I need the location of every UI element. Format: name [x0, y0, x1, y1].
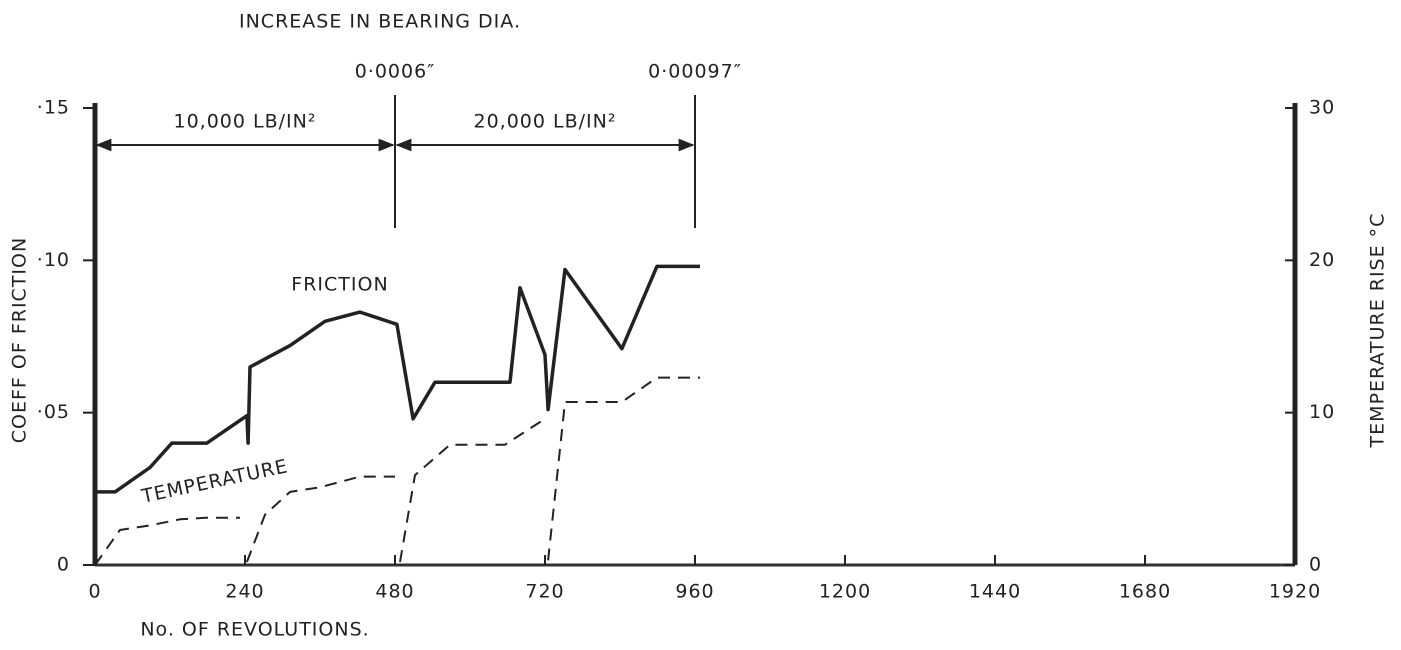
x-tick-label: 240 — [225, 581, 264, 603]
y2-tick-label: 20 — [1309, 249, 1335, 271]
series-line — [95, 264, 700, 494]
series-label: FRICTION — [291, 274, 388, 296]
x-tick-label: 720 — [525, 581, 564, 603]
x-tick-label: 1440 — [969, 581, 1021, 603]
x-tick-label: 1200 — [819, 581, 871, 603]
marker-label: 0·0006″ — [355, 61, 436, 83]
x-tick-label: 1680 — [1119, 581, 1171, 603]
y2-axis-label: TEMPERATURE RISE °C — [1367, 213, 1389, 449]
x-tick-label: 480 — [375, 581, 414, 603]
y2-tick-label: 10 — [1309, 401, 1335, 423]
x-axis-label: No. OF REVOLUTIONS. — [140, 619, 369, 641]
y-tick-label: ·10 — [37, 249, 70, 271]
y-tick-label: 0 — [57, 554, 70, 576]
y-tick-label: ·15 — [37, 97, 70, 119]
y2-tick-label: 30 — [1309, 97, 1335, 119]
y-axis-label: COEFF OF FRICTION — [9, 237, 31, 443]
y-tick-label: ·05 — [37, 401, 70, 423]
x-tick-label: 1920 — [1269, 581, 1321, 603]
x-tick-label: 0 — [88, 581, 101, 603]
x-tick-label: 960 — [675, 581, 714, 603]
series-label: TEMPERATURE — [139, 455, 290, 508]
y2-tick-label: 0 — [1309, 554, 1322, 576]
marker-label: 0·00097″ — [648, 61, 742, 83]
range-label: 20,000 LB/IN² — [474, 111, 617, 133]
series-line — [94, 376, 700, 566]
chart-title: INCREASE IN BEARING DIA. — [239, 11, 521, 33]
range-label: 10,000 LB/IN² — [174, 111, 317, 133]
